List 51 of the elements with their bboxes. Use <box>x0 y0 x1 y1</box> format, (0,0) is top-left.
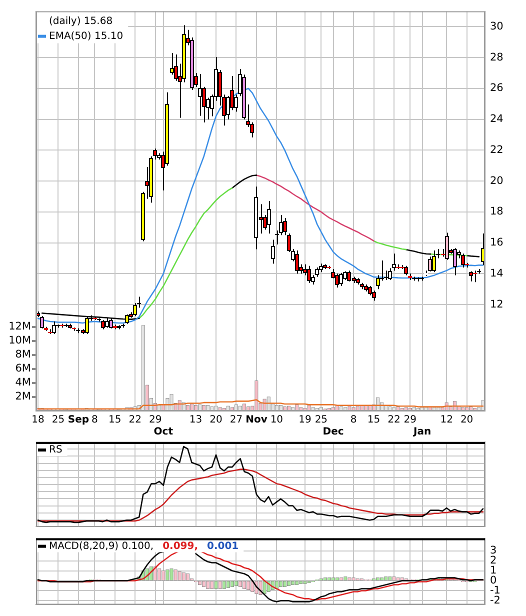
x-tick-label: Nov <box>246 414 268 426</box>
x-tick-label: Sep <box>68 414 90 426</box>
x-tick-label: 10 <box>270 414 284 426</box>
y-tick-label: 14 <box>490 267 504 280</box>
y2-tick-label: 8M <box>15 348 31 361</box>
y-tick-label: 1 <box>490 564 497 576</box>
y-tick-label: -1 <box>490 584 500 596</box>
y-tick-label: 16 <box>490 236 504 249</box>
x-tick-label: 25 <box>314 414 328 426</box>
x-tick-label: 15 <box>367 414 380 426</box>
y-tick-label: 26 <box>490 82 504 94</box>
x-tick-label: 18 <box>32 414 44 426</box>
y2-tick-label: 10M <box>8 334 31 347</box>
y-tick-label: 0 <box>490 574 497 586</box>
y-tick-label: 2 <box>490 554 497 566</box>
x-tick-label: 20 <box>460 414 474 426</box>
y-tick-label: 3 <box>490 544 497 557</box>
x-tick-label: 12 <box>440 414 453 426</box>
annotation: 0.001 <box>207 540 239 552</box>
x-tick-label: 29 <box>148 414 162 426</box>
x-tick-label: 29 <box>404 414 417 426</box>
x-tick-label: 8 <box>91 414 98 426</box>
y-tick-label: 20 <box>490 174 504 187</box>
text: (daily) 15.68 <box>49 16 113 27</box>
y2-tick-label: 2M <box>15 390 31 403</box>
y2-tick-label: 6M <box>15 362 31 375</box>
legend-label: MACD(8,20,9) 0.100, <box>49 540 154 552</box>
legend-label: RS <box>49 444 62 456</box>
x-tick-label: 22 <box>388 414 400 426</box>
x-tick-label: 13 <box>189 414 202 426</box>
x-tick-label: Dec <box>322 426 344 438</box>
y-tick-label: 28 <box>490 51 504 64</box>
y-tick-label: 18 <box>490 206 504 218</box>
x-tick-label: 25 <box>52 414 65 426</box>
x-tick-label: Oct <box>154 426 174 438</box>
y-tick-label: -2 <box>490 594 500 606</box>
x-tick-label: 15 <box>108 414 122 426</box>
y2-tick-label: 4M <box>15 376 31 389</box>
x-tick-label: 22 <box>128 414 142 426</box>
y2-tick-label: 12M <box>8 320 31 333</box>
y-tick-label: 12 <box>490 298 504 310</box>
y-tick-label: 24 <box>490 113 504 126</box>
y-tick-label: 22 <box>490 144 504 156</box>
series-label: 0.099, <box>162 540 198 552</box>
x-tick-label: 20 <box>210 414 222 426</box>
x-tick-label: 8 <box>350 414 357 426</box>
x-tick-label: 19 <box>298 414 312 426</box>
x-tick-label: 27 <box>230 414 243 426</box>
y-tick-label: 30 <box>490 20 504 32</box>
x-tick-label: Jan <box>412 426 432 438</box>
text: EMA(50) 15.10 <box>49 30 124 42</box>
